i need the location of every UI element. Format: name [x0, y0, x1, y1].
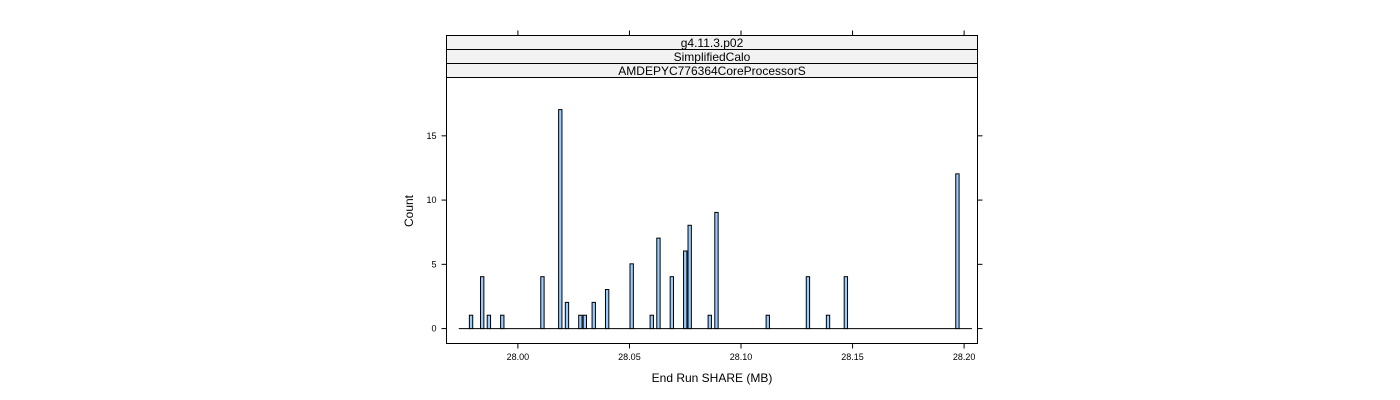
histogram-bar: [578, 314, 583, 330]
histogram-bar: [656, 237, 661, 330]
histogram-bar: [683, 250, 688, 330]
histogram-bar: [582, 314, 588, 330]
histogram-bar: [564, 301, 570, 330]
histogram-bar: [765, 314, 770, 330]
x-axis-ticks: 28.00 28.05 28.10 28.15 28.20: [507, 30, 976, 362]
y-tick-label: 15: [426, 131, 436, 141]
x-tick-label: 28.15: [841, 352, 864, 362]
strip-label-1: g4.11.3.p02: [681, 36, 744, 50]
x-axis-title: End Run SHARE (MB): [652, 371, 773, 385]
x-tick-label: 28.20: [953, 352, 976, 362]
y-tick-label: 10: [426, 195, 436, 205]
histogram-bar: [558, 109, 563, 330]
x-tick-label: 28.10: [730, 352, 753, 362]
histogram-bar: [591, 301, 596, 330]
histogram-bar: [955, 173, 960, 330]
histogram-bar: [714, 211, 719, 330]
histogram-bar: [629, 263, 634, 330]
histogram-bar: [486, 314, 492, 330]
histogram-bar: [687, 224, 692, 330]
bars-group: [468, 109, 960, 330]
y-tick-label: 5: [431, 259, 436, 269]
histogram-bar: [500, 314, 505, 330]
histogram-bar: [480, 276, 485, 330]
strip-label-3: AMDEPYC776364CoreProcessorS: [618, 64, 805, 78]
y-axis-title: Count: [402, 194, 416, 227]
x-tick-label: 28.00: [507, 352, 530, 362]
histogram-bar: [604, 289, 610, 330]
histogram-bar: [649, 314, 654, 330]
y-tick-label: 0: [431, 324, 436, 334]
strip-group: g4.11.3.p02 SimplifiedCalo AMDEPYC776364…: [446, 35, 978, 78]
histogram-bar: [540, 276, 545, 330]
histogram-bar: [825, 314, 831, 330]
y-axis-ticks: 0 5 10 15: [426, 131, 983, 334]
histogram-bar: [468, 314, 474, 330]
histogram-bar: [805, 276, 811, 330]
histogram-bar: [707, 314, 712, 330]
plot-panel: [446, 77, 978, 344]
histogram-bar: [669, 276, 675, 330]
x-tick-label: 28.05: [618, 352, 641, 362]
histogram-bar: [843, 276, 849, 330]
strip-label-2: SimplifiedCalo: [674, 50, 751, 64]
